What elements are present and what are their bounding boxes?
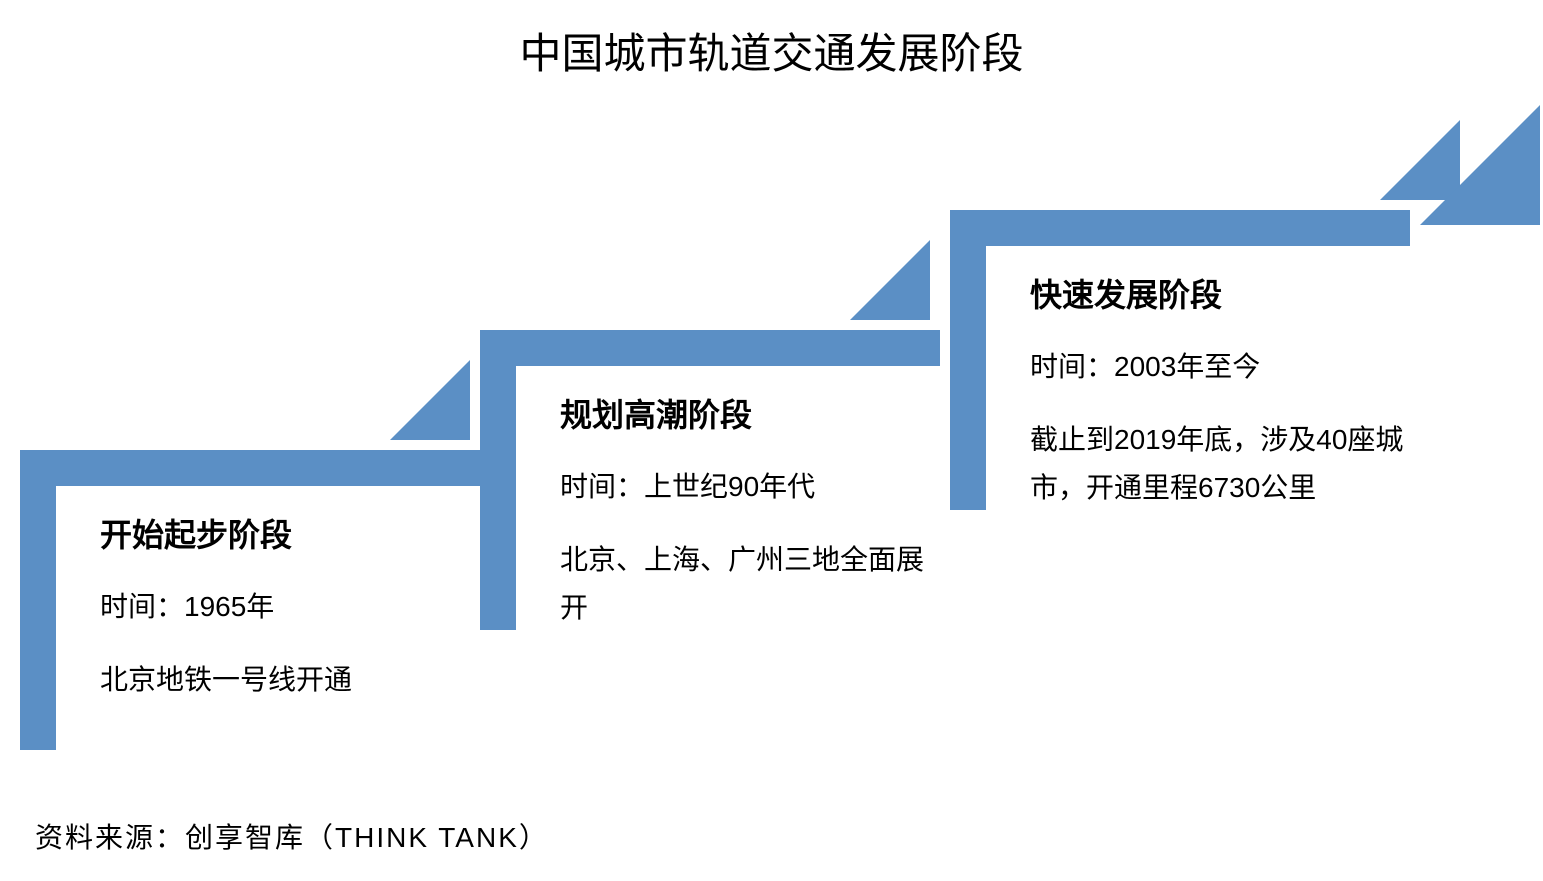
- stage-frame-top: [20, 450, 480, 486]
- stage-description: 截止到2019年底，涉及40座城市，开通里程6730公里: [1030, 416, 1410, 511]
- stage-title: 规划高潮阶段: [560, 390, 940, 436]
- stage-content: 快速发展阶段时间：2003年至今截止到2019年底，涉及40座城市，开通里程67…: [1030, 270, 1410, 511]
- stage-content: 规划高潮阶段时间：上世纪90年代北京、上海、广州三地全面展开: [560, 390, 940, 631]
- page-title: 中国城市轨道交通发展阶段: [0, 20, 1543, 81]
- stage-title: 开始起步阶段: [100, 510, 480, 556]
- stage-triangle-icon: [390, 360, 470, 440]
- extra-triangle-icon: [1420, 105, 1540, 225]
- stage-triangle-icon: [850, 240, 930, 320]
- stage-description: 北京地铁一号线开通: [100, 656, 480, 704]
- stage-frame-left: [950, 210, 986, 510]
- stage-frame-left: [20, 450, 56, 750]
- stage-title: 快速发展阶段: [1030, 270, 1410, 316]
- source-label: 资料来源：创享智库（THINK TANK）: [35, 816, 549, 856]
- stage-frame-left: [480, 330, 516, 630]
- stage-time: 时间：1965年: [100, 586, 480, 628]
- stage-time: 时间：2003年至今: [1030, 346, 1410, 388]
- stage-frame-top: [950, 210, 1410, 246]
- stage-frame-top: [480, 330, 940, 366]
- stage-time: 时间：上世纪90年代: [560, 466, 940, 508]
- stage-description: 北京、上海、广州三地全面展开: [560, 536, 940, 631]
- stage-content: 开始起步阶段时间：1965年北京地铁一号线开通: [100, 510, 480, 704]
